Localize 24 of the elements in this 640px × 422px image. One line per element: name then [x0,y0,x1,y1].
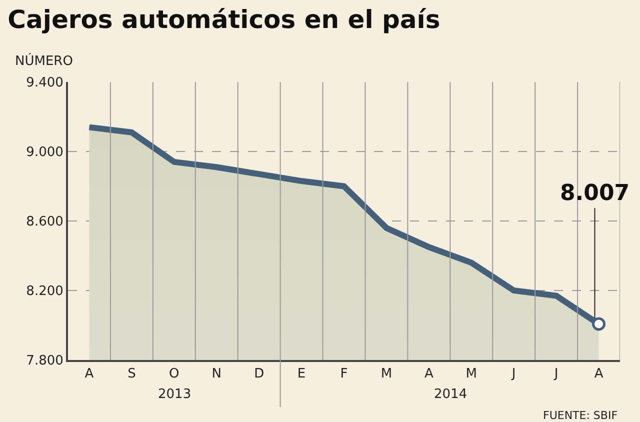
x-tick-label: D [254,366,264,382]
x-tick-label: J [510,366,516,382]
y-tick-label: 8.600 [26,214,64,230]
text: 2014 [434,387,468,402]
x-tick-label: J [553,366,558,382]
x-tick-label: A [84,366,94,382]
text: 2013 [158,387,192,402]
chart-title: Cajeros automáticos en el país [8,5,440,34]
x-tick-label: A [424,366,434,382]
y-tick-label: 7.800 [26,354,64,369]
x-tick-label: O [169,366,180,382]
y-tick-label: 9.000 [26,145,64,160]
x-tick-label: M [466,366,477,382]
y-tick-label: 9.400 [26,76,64,91]
x-tick-label: A [594,366,604,382]
x-tick-label: N [212,366,222,382]
x-tick-label: F [340,366,348,382]
x-tick-label: S [128,366,136,382]
y-tick-label: 8.200 [26,284,64,300]
y-axis-title: NÚMERO [15,52,73,69]
x-tick-label: M [380,366,392,382]
data-label: 8.007 [560,181,630,206]
source-note: FUENTE: SBIF [543,409,618,422]
x-tick-label: E [297,366,306,382]
